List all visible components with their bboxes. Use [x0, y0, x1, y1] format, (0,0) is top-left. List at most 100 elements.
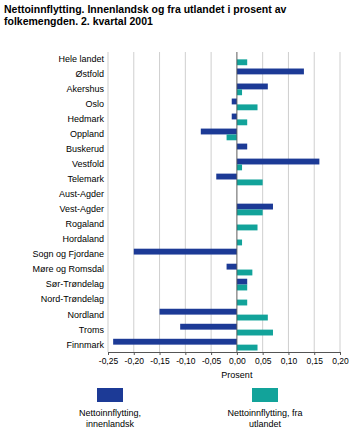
tick-label: -0,15	[150, 356, 170, 366]
tick: 0,10	[281, 352, 298, 366]
category-label: Akershus	[66, 84, 104, 94]
tick-mark	[314, 352, 315, 355]
tick-label: 0,15	[306, 356, 323, 366]
tick: 0,05	[255, 352, 272, 366]
bar	[237, 179, 263, 185]
tick-mark	[237, 352, 238, 355]
tick: Østfold	[75, 69, 108, 79]
tick-label: -0,25	[99, 356, 119, 366]
grid-line	[159, 52, 160, 352]
tick-label: 0,10	[281, 356, 298, 366]
bar	[237, 144, 247, 150]
bar	[227, 264, 237, 270]
bar	[227, 134, 237, 140]
grid	[108, 52, 340, 352]
grid-line	[314, 52, 315, 352]
tick-mark	[211, 352, 212, 355]
tick-label: -0,10	[176, 356, 196, 366]
tick: Vest-Agder	[59, 204, 108, 214]
tick: 0,15	[306, 352, 323, 366]
category-label: Oppland	[70, 129, 104, 139]
tick: Nord-Trøndelag	[41, 294, 108, 304]
tick-mark	[160, 352, 161, 355]
bar	[216, 174, 237, 180]
grid-line	[108, 52, 109, 352]
legend-swatch	[97, 388, 123, 402]
category-label: Oslo	[85, 99, 104, 109]
tick-mark	[134, 352, 135, 355]
bar	[237, 270, 252, 276]
bar	[237, 330, 273, 336]
bar	[237, 225, 258, 231]
tick: Møre og Romsdal	[32, 264, 108, 274]
bar	[237, 240, 242, 246]
category-label: Rogaland	[65, 219, 104, 229]
bar	[237, 285, 247, 291]
bar	[237, 84, 268, 90]
tick-label: 0,00	[229, 356, 246, 366]
grid-line	[185, 52, 186, 352]
grid-line	[288, 52, 289, 352]
chart: Nettoinnflytting. Innenlandsk og fra utl…	[0, 0, 355, 442]
tick: Hedmark	[67, 114, 108, 124]
category-label: Østfold	[75, 69, 104, 79]
category-label: Hedmark	[67, 114, 104, 124]
bar	[237, 69, 304, 75]
tick-label: 0,20	[332, 356, 349, 366]
tick: Buskerud	[66, 144, 108, 154]
grid-line	[262, 52, 263, 352]
bar	[237, 279, 247, 285]
category-label: Hordaland	[62, 234, 104, 244]
tick: -0,15	[150, 352, 170, 366]
category-label: Telemark	[67, 174, 104, 184]
bar	[160, 309, 237, 315]
category-label: Buskerud	[66, 144, 104, 154]
tick: Sør-Trøndelag	[46, 279, 108, 289]
tick: 0,20	[332, 352, 349, 366]
grid-line	[236, 52, 237, 352]
tick-mark	[340, 352, 341, 355]
series	[113, 69, 319, 345]
category-label: Troms	[79, 325, 105, 335]
tick: Troms	[79, 325, 108, 335]
tick: Oppland	[70, 129, 108, 139]
tick: Nordland	[67, 309, 108, 319]
bar	[232, 114, 237, 120]
tick: -0,10	[176, 352, 196, 366]
category-label: Hele landet	[58, 54, 104, 64]
tick: -0,25	[99, 352, 119, 366]
category-label: Møre og Romsdal	[32, 264, 104, 274]
grid-line	[211, 52, 212, 352]
tick-mark	[288, 352, 289, 355]
x-axis: -0,25-0,20-0,15-0,10-0,050,000,050,100,1…	[99, 352, 349, 366]
bar	[237, 159, 319, 165]
tick: Rogaland	[65, 219, 108, 229]
tick-mark	[108, 352, 109, 355]
legend: Nettoinnflytting,innenlandskNettoinnflyt…	[79, 388, 303, 429]
bar	[201, 129, 237, 135]
bar	[237, 119, 247, 125]
bar	[232, 99, 237, 105]
tick: Akershus	[66, 84, 108, 94]
tick: Oslo	[85, 99, 108, 109]
zero-line	[236, 52, 237, 352]
category-label: Finnmark	[66, 340, 104, 350]
bar	[237, 210, 263, 216]
tick: Hordaland	[62, 234, 108, 244]
tick: Sogn og Fjordane	[32, 249, 108, 259]
category-label: Aust-Agder	[59, 189, 104, 199]
tick: Telemark	[67, 174, 108, 184]
y-axis: Hele landet Østfold Akershus Oslo Hedmark Opp…	[32, 54, 108, 349]
tick: Aust-Agder	[59, 189, 108, 199]
bars	[113, 59, 319, 350]
tick-mark	[185, 352, 186, 355]
bar	[134, 249, 237, 255]
legend-label: Nettoinnflytting,innenlandsk	[79, 408, 141, 429]
tick: -0,05	[202, 352, 222, 366]
series	[227, 59, 273, 350]
bar	[237, 345, 258, 351]
legend-swatch	[252, 388, 278, 402]
bar	[237, 315, 268, 321]
tick-label: 0,05	[255, 356, 272, 366]
x-axis-title: Prosent	[221, 370, 253, 380]
